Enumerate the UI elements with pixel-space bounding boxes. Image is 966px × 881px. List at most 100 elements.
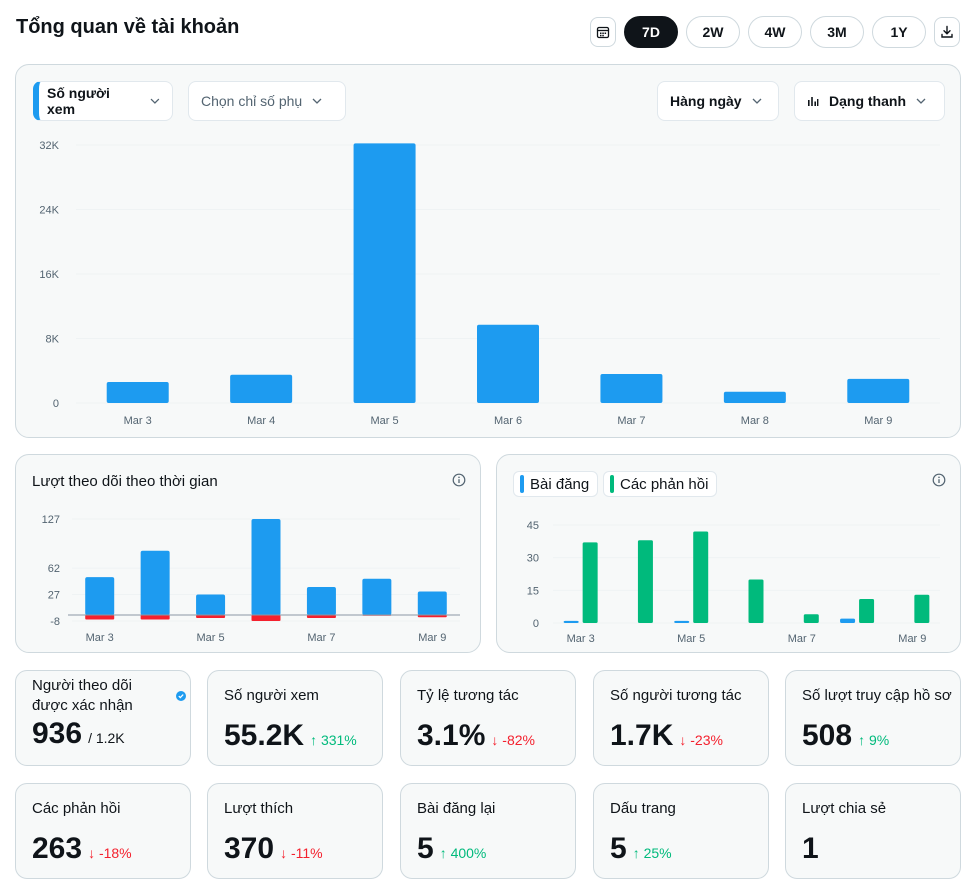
calendar-button[interactable] [590,17,616,47]
range-1y-button[interactable]: 1Y [872,16,926,48]
legend-posts[interactable]: Bài đăng [513,471,599,497]
stat-card[interactable]: Lượt thích 370 ↓ -11% [207,783,383,879]
verified-badge-icon [176,691,186,701]
stat-value-row: 936 / 1.2K [32,717,125,751]
stat-card[interactable]: Các phản hồi 263 ↓ -18% [15,783,191,879]
page-title: Tổng quan về tài khoản [16,16,240,38]
range-7d-button[interactable]: 7D [624,16,678,48]
main-chart-card: Số người xem Chọn chỉ số phụ Hàng ngày D… [15,64,961,438]
bar [230,374,293,403]
x-tick-label: Mar 7 [307,632,335,644]
stat-label: Người theo dõi được xác nhận [32,677,133,714]
stat-value-row: 508 ↑ 9% [802,719,889,753]
stat-value: 3.1% [417,719,486,752]
stat-label: Các phản hồi [32,800,121,817]
stat-card[interactable]: Lượt chia sẻ 1 [785,783,961,879]
stat-value: 263 [32,832,83,865]
stat-label: Lượt chia sẻ [802,800,887,817]
y-tick-label: 27 [48,590,60,602]
interval-label: Hàng ngày [670,93,742,109]
legend-swatch [610,475,614,493]
legend-replies[interactable]: Các phản hồi [603,471,718,497]
stat-change: ↑ 331% [310,732,357,748]
y-tick-label: 16K [39,269,59,281]
x-tick-label: Mar 3 [567,633,595,645]
y-tick-label: 0 [53,398,59,410]
y-tick-label: 127 [42,514,60,526]
bar-replies [859,599,875,623]
bar-replies [582,542,598,623]
chevron-down-icon [916,98,926,104]
bar-lost [140,614,170,620]
x-tick-label: Mar 5 [197,632,225,644]
bar [106,382,169,403]
bar [600,373,663,403]
stat-value: 55.2K [224,719,305,752]
info-icon[interactable] [932,473,946,487]
bar-gained [306,587,336,615]
x-tick-label: Mar 3 [124,415,152,427]
stat-label: Số người xem [224,687,319,704]
x-tick-label: Mar 4 [247,415,275,427]
stat-card[interactable]: Số lượt truy cập hồ sơ 508 ↑ 9% [785,670,961,766]
export-button[interactable] [934,17,960,47]
stat-card[interactable]: Người theo dõi được xác nhận 936 / 1.2K [15,670,191,766]
bar-replies [803,614,819,623]
range-4w-button[interactable]: 4W [748,16,802,48]
stat-card[interactable]: Bài đăng lại 5 ↑ 400% [400,783,576,879]
stat-card[interactable]: Số người xem 55.2K ↑ 331% [207,670,383,766]
range-3m-button[interactable]: 3M [810,16,864,48]
bar-posts [674,620,690,623]
x-tick-label: Mar 3 [86,632,114,644]
chart-type-dropdown[interactable]: Dạng thanh [794,81,945,121]
stat-value: 370 [224,832,275,865]
legend-replies-label: Các phản hồi [620,475,709,493]
stat-value-row: 1.7K ↓ -23% [610,719,723,753]
legend-posts-label: Bài đăng [530,475,590,493]
bar-replies [637,540,653,623]
calendar-icon [596,26,610,39]
stat-value: 1.7K [610,719,674,752]
secondary-metric-dropdown[interactable]: Chọn chỉ số phụ [188,81,346,121]
y-tick-label: 0 [533,618,539,630]
stat-value-row: 5 ↑ 25% [610,832,672,866]
stat-card[interactable]: Dấu trang 5 ↑ 25% [593,783,769,879]
bar-gained [196,594,226,615]
stat-change: ↑ 400% [439,845,487,861]
y-tick-label: -8 [50,616,60,628]
stat-change: ↑ 9% [858,732,890,748]
stat-change: ↓ -82% [491,732,535,748]
stat-value: 936 [32,717,83,750]
interval-dropdown[interactable]: Hàng ngày [657,81,779,121]
bar-gained [251,519,281,615]
info-icon[interactable] [452,473,466,487]
x-tick-label: Mar 9 [898,633,926,645]
stat-value: 1 [802,832,819,865]
stat-value: 5 [417,832,434,865]
bar-posts [840,618,856,623]
followers-bar-chart: -8 27 62 127 Mar 3 Mar 5 Mar 7 Mar 9 [42,514,460,644]
range-2w-button[interactable]: 2W [686,16,740,48]
x-tick-label: Mar 6 [494,415,522,427]
chevron-down-icon [752,98,762,104]
x-tick-label: Mar 7 [617,415,645,427]
followers-chart-card: Lượt theo dõi theo thời gian -8 27 62 127 Ma… [15,454,481,653]
bar [353,143,416,403]
stat-card[interactable]: Tỷ lệ tương tác 3.1% ↓ -82% [400,670,576,766]
posts-chart-card: Bài đăng Các phản hồi 0 15 30 45 Mar 3 Mar 5 M… [496,454,961,653]
bar-gained [85,577,115,615]
stat-label: Bài đăng lại [417,800,496,817]
download-icon [941,25,953,38]
stat-total: / 1.2K [88,730,125,746]
date-range-selector: 7D 2W 4W 3M 1Y [590,16,960,48]
x-tick-label: Mar 5 [371,415,399,427]
primary-metric-dropdown[interactable]: Số người xem [33,81,173,121]
stat-label: Số người tương tác [610,687,742,704]
bar-gained [140,550,170,615]
stat-card[interactable]: Số người tương tác 1.7K ↓ -23% [593,670,769,766]
x-tick-label: Mar 9 [864,415,892,427]
stat-value: 508 [802,719,853,752]
chart-type-label: Dạng thanh [829,93,906,109]
followers-chart-title: Lượt theo dõi theo thời gian [32,473,218,490]
stat-value-row: 5 ↑ 400% [417,832,486,866]
